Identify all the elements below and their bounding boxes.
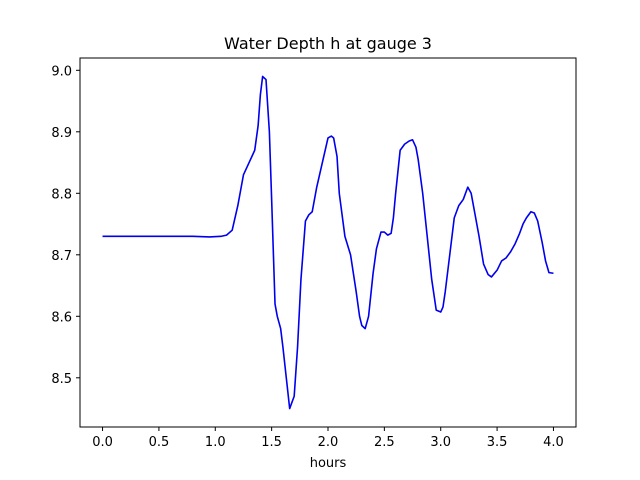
- x-axis-label: hours: [310, 456, 347, 471]
- y-tick-label: 8.5: [51, 372, 72, 387]
- series-line-0: [102, 75, 554, 410]
- y-tick-label: 8.9: [51, 126, 72, 141]
- x-tick-label: 1.0: [205, 435, 226, 450]
- x-tick-label: 3.5: [487, 435, 508, 450]
- x-tick-label: 1.5: [261, 435, 282, 450]
- x-tick-label: 0.5: [149, 435, 170, 450]
- y-tick-label: 9.0: [51, 64, 72, 79]
- y-tick-label: 8.6: [51, 310, 72, 325]
- chart-title: Water Depth h at gauge 3: [224, 34, 432, 53]
- y-tick-label: 8.8: [51, 187, 72, 202]
- x-tick-label: 2.5: [374, 435, 395, 450]
- x-tick-label: 2.0: [318, 435, 339, 450]
- x-tick-label: 0.0: [92, 435, 113, 450]
- x-tick-label: 4.0: [543, 435, 564, 450]
- x-tick-label: 3.0: [430, 435, 451, 450]
- plot-area: 0.0 0.5 1.0 1.5 2.0 2.5 3.0 3.5 4.0 8.5 8.6 8.7 8.8 8…: [51, 57, 577, 450]
- y-tick-label: 8.7: [51, 249, 72, 264]
